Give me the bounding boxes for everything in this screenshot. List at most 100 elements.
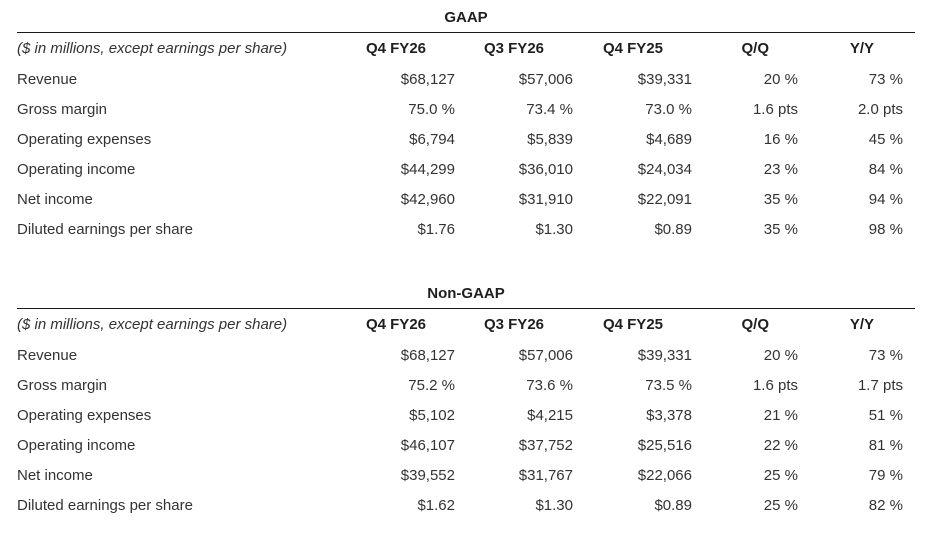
column-header-q4fy25: Q4 FY25 (602, 316, 663, 333)
row-label: Operating income (17, 160, 136, 178)
table-row-diluted-eps: Diluted earnings per share $1.76 $1.30 $… (17, 214, 915, 244)
cell-value: $42,960 (400, 190, 455, 208)
cell-value: $31,767 (518, 466, 573, 484)
row-label: Diluted earnings per share (17, 496, 193, 514)
cell-value: $0.89 (654, 496, 692, 514)
cell-value: 25 % (763, 466, 798, 484)
table-row-revenue: Revenue $68,127 $57,006 $39,331 20 % 73 … (17, 340, 915, 370)
cell-value: $68,127 (400, 70, 455, 88)
table-title: Non-GAAP (17, 276, 915, 309)
cell-value: 73.5 % (645, 376, 692, 394)
cell-value: 2.0 pts (857, 100, 903, 118)
cell-value: $36,010 (518, 160, 573, 178)
cell-value: 16 % (763, 130, 798, 148)
cell-value: 23 % (763, 160, 798, 178)
cell-value: $25,516 (637, 436, 692, 454)
row-label: Net income (17, 466, 93, 484)
cell-value: $39,331 (637, 70, 692, 88)
cell-value: $5,102 (409, 406, 455, 424)
cell-value: 20 % (763, 346, 798, 364)
table-row-revenue: Revenue $68,127 $57,006 $39,331 20 % 73 … (17, 64, 915, 94)
cell-value: $4,689 (646, 130, 692, 148)
column-header-yy: Y/Y (849, 40, 874, 57)
cell-value: 35 % (763, 190, 798, 208)
row-label: Revenue (17, 346, 78, 364)
unit-note: ($ in millions, except earnings per shar… (17, 316, 288, 333)
cell-value: 98 % (868, 220, 903, 238)
cell-value: 75.2 % (408, 376, 455, 394)
cell-value: 25 % (763, 496, 798, 514)
cell-value: $4,215 (527, 406, 573, 424)
cell-value: 1.6 pts (752, 100, 798, 118)
table-row-operating-income: Operating income $46,107 $37,752 $25,516… (17, 430, 915, 460)
cell-value: $22,091 (637, 190, 692, 208)
cell-value: $6,794 (409, 130, 455, 148)
row-label: Gross margin (17, 376, 108, 394)
cell-value: 73 % (868, 346, 903, 364)
cell-value: 35 % (763, 220, 798, 238)
cell-value: 45 % (868, 130, 903, 148)
column-header-q3fy26: Q3 FY26 (483, 316, 544, 333)
row-label: Net income (17, 190, 93, 208)
cell-value: $37,752 (518, 436, 573, 454)
cell-value: 73.0 % (645, 100, 692, 118)
row-label: Operating expenses (17, 406, 152, 424)
cell-value: 73.6 % (526, 376, 573, 394)
column-header-q4fy26: Q4 FY26 (365, 40, 426, 57)
table-row-operating-expenses: Operating expenses $5,102 $4,215 $3,378 … (17, 400, 915, 430)
non-gaap-table: Non-GAAP ($ in millions, except earnings… (17, 276, 915, 520)
cell-value: 1.7 pts (857, 376, 903, 394)
cell-value: $0.89 (654, 220, 692, 238)
cell-value: $1.62 (417, 496, 455, 514)
cell-value: 75.0 % (408, 100, 455, 118)
cell-value: 51 % (868, 406, 903, 424)
table-title: GAAP (17, 0, 915, 33)
cell-value: $1.30 (535, 220, 573, 238)
cell-value: 84 % (868, 160, 903, 178)
cell-value: $1.76 (417, 220, 455, 238)
column-header-qq: Q/Q (741, 316, 769, 333)
column-header-q3fy26: Q3 FY26 (483, 40, 544, 57)
cell-value: 73.4 % (526, 100, 573, 118)
row-label: Diluted earnings per share (17, 220, 193, 238)
cell-value: 21 % (763, 406, 798, 424)
cell-value: $39,331 (637, 346, 692, 364)
table-row-gross-margin: Gross margin 75.2 % 73.6 % 73.5 % 1.6 pt… (17, 370, 915, 400)
cell-value: 81 % (868, 436, 903, 454)
table-header-row: ($ in millions, except earnings per shar… (17, 33, 915, 64)
cell-value: $57,006 (518, 346, 573, 364)
non-gaap-financials-table: ($ in millions, except earnings per shar… (17, 309, 915, 520)
table-header-row: ($ in millions, except earnings per shar… (17, 309, 915, 340)
cell-value: 82 % (868, 496, 903, 514)
table-row-net-income: Net income $42,960 $31,910 $22,091 35 % … (17, 184, 915, 214)
cell-value: $57,006 (518, 70, 573, 88)
cell-value: 1.6 pts (752, 376, 798, 394)
column-header-yy: Y/Y (849, 316, 874, 333)
row-label: Gross margin (17, 100, 108, 118)
row-label: Operating income (17, 436, 136, 454)
cell-value: $1.30 (535, 496, 573, 514)
column-header-q4fy25: Q4 FY25 (602, 40, 663, 57)
cell-value: 79 % (868, 466, 903, 484)
row-label: Revenue (17, 70, 78, 88)
cell-value: 73 % (868, 70, 903, 88)
cell-value: $22,066 (637, 466, 692, 484)
cell-value: $46,107 (400, 436, 455, 454)
cell-value: $24,034 (637, 160, 692, 178)
table-row-net-income: Net income $39,552 $31,767 $22,066 25 % … (17, 460, 915, 490)
cell-value: $39,552 (400, 466, 455, 484)
column-header-qq: Q/Q (741, 40, 769, 57)
cell-value: $3,378 (646, 406, 692, 424)
table-row-operating-income: Operating income $44,299 $36,010 $24,034… (17, 154, 915, 184)
cell-value: $5,839 (527, 130, 573, 148)
cell-value: 94 % (868, 190, 903, 208)
cell-value: $44,299 (400, 160, 455, 178)
unit-note: ($ in millions, except earnings per shar… (17, 40, 288, 57)
table-row-gross-margin: Gross margin 75.0 % 73.4 % 73.0 % 1.6 pt… (17, 94, 915, 124)
gaap-table: GAAP ($ in millions, except earnings per… (17, 0, 915, 244)
table-row-operating-expenses: Operating expenses $6,794 $5,839 $4,689 … (17, 124, 915, 154)
cell-value: 20 % (763, 70, 798, 88)
gaap-financials-table: ($ in millions, except earnings per shar… (17, 33, 915, 244)
cell-value: 22 % (763, 436, 798, 454)
cell-value: $68,127 (400, 346, 455, 364)
